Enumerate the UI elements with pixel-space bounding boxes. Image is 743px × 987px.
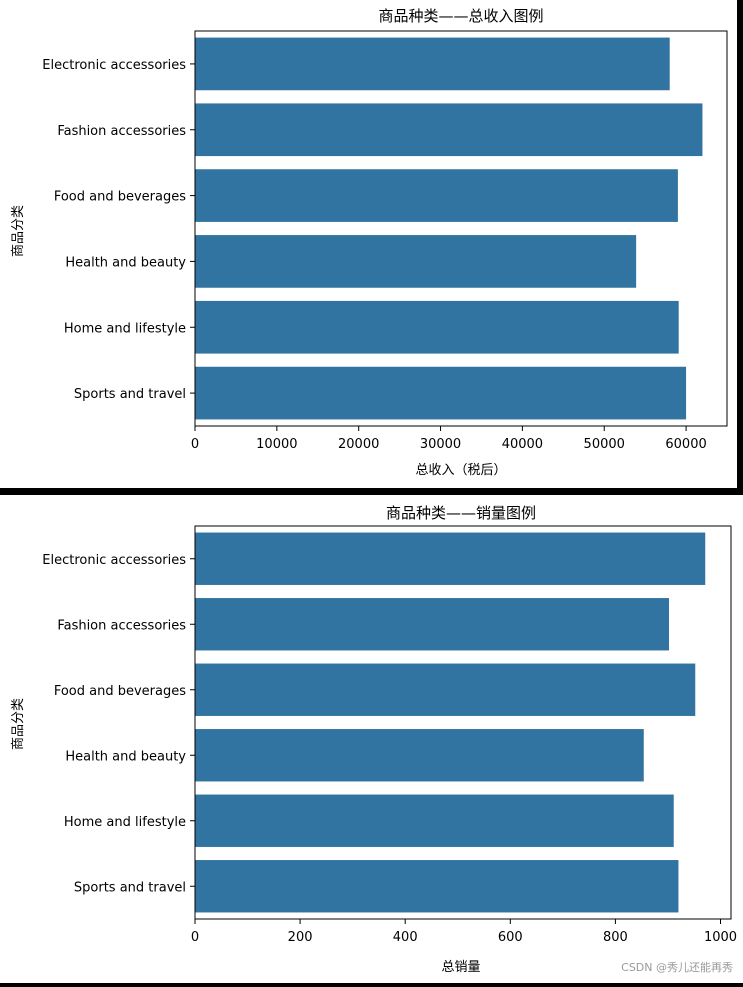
bar-electronic-accessories [195,37,670,91]
revenue-chart: 商品种类——总收入图例 0 10000 20000 30000 40000 50000 60… [11,7,728,478]
x-tick-label: 30000 [420,437,461,452]
x-tick-label: 10000 [256,437,297,452]
x-tick-label: 20000 [338,437,379,452]
bar-sports-and-travel [195,366,687,420]
bar-fashion-accessories [195,103,703,157]
x-tick-label: 400 [393,930,418,945]
y-tick-label: Health and beauty [65,749,186,764]
x-tick-label: 60000 [665,437,706,452]
y-tick-label: Home and lifestyle [64,321,186,336]
bar-food-and-beverages [195,663,696,716]
bar-sports-and-travel [195,860,679,913]
x-tick-label: 600 [498,930,523,945]
plot-frame [194,525,732,920]
sales-chart-panel: 商品种类——销量图例 0 200 400 600 800 1000 Electronic … [0,495,743,983]
y-tick-label: Electronic accessories [42,553,186,568]
bar-electronic-accessories [195,532,706,585]
x-axis-label: 总收入（税后） [415,463,506,478]
chart-title: 商品种类——总收入图例 [378,7,543,25]
y-tick-label: Food and beverages [54,190,186,205]
x-tick-label: 0 [191,930,199,945]
y-tick-label: Electronic accessories [42,58,186,73]
x-tick-label: 0 [191,437,199,452]
bar-home-and-lifestyle [195,300,679,354]
revenue-chart-panel: 商品种类——总收入图例 0 10000 20000 30000 40000 50000 60… [0,0,737,488]
x-tick-label: 50000 [584,437,625,452]
y-tick-label: Health and beauty [65,255,186,270]
y-axis-label: 商品分类 [11,205,26,257]
watermark: CSDN @秀儿还能再秀 [621,961,733,974]
sales-chart: 商品种类——销量图例 0 200 400 600 800 1000 Electronic … [11,504,737,975]
bar-home-and-lifestyle [195,794,674,847]
plot-frame [194,30,728,427]
bar-food-and-beverages [195,169,678,222]
y-tick-label: Food and beverages [54,684,186,699]
y-tick-label: Home and lifestyle [64,815,186,830]
y-tick-label: Fashion accessories [57,618,186,633]
x-tick-label: 800 [603,930,628,945]
x-tick-label: 1000 [704,930,737,945]
x-tick-label: 200 [288,930,313,945]
x-tick-label: 40000 [502,437,543,452]
y-tick-label: Sports and travel [74,880,186,895]
bar-fashion-accessories [195,598,669,651]
bar-health-and-beauty [195,729,644,782]
x-axis-label: 总销量 [441,960,480,975]
bar-health-and-beauty [195,235,637,288]
y-tick-label: Fashion accessories [57,124,186,139]
y-axis-label: 商品分类 [11,698,26,750]
chart-title: 商品种类——销量图例 [386,504,536,522]
y-tick-label: Sports and travel [74,387,186,402]
